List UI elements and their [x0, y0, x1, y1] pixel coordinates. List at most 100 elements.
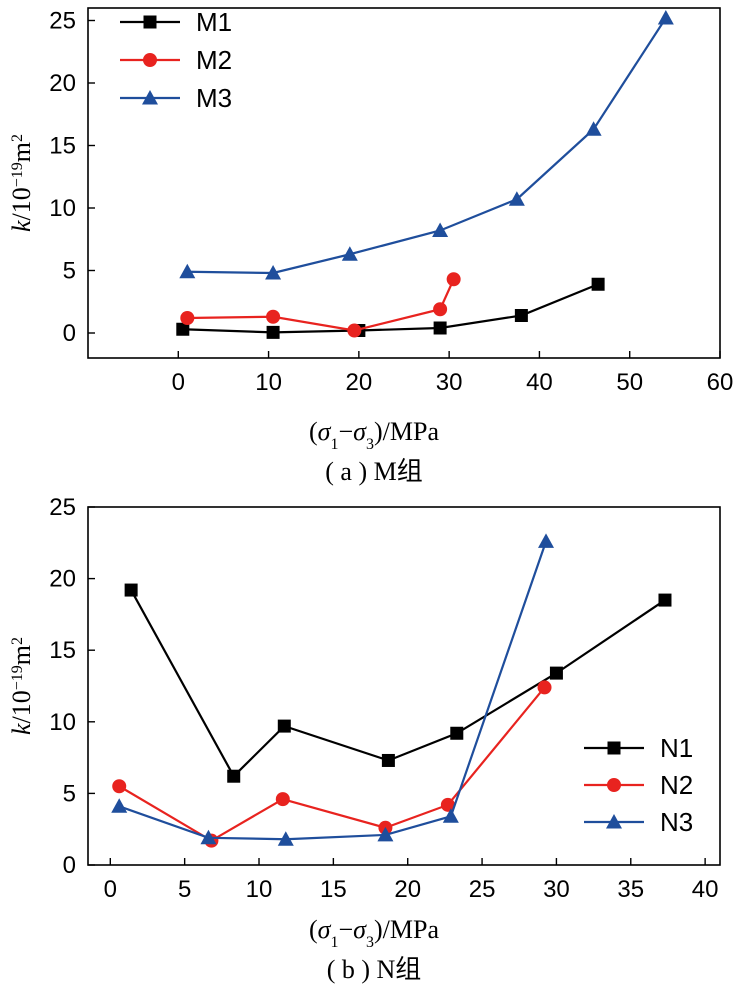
- data-point-n3: [377, 826, 394, 842]
- x-tick-label: 25: [469, 876, 496, 903]
- chart-n-group: 0 5 10 15 20 25 30 35 40 0 5 10 15 20 25 (σ1−σ3)/MPa k/1…: [7, 494, 721, 984]
- plot-frame: [87, 7, 721, 359]
- data-point-n2: [537, 680, 552, 695]
- x-tick-label: 20: [346, 369, 373, 396]
- data-point-m1: [514, 309, 528, 322]
- data-point-m3: [341, 246, 358, 261]
- data-point-n3: [538, 533, 555, 548]
- chart-m-group: 0 10 20 30 40 50 60 0 5 10 15 20 25 (σ1−σ3)/MPa k/10−1…: [7, 7, 733, 486]
- legend-label: M3: [196, 83, 232, 113]
- x-tick-label: 30: [543, 876, 570, 903]
- data-point-n2: [112, 779, 127, 794]
- x-axis-label: (σ1−σ3)/MPa: [309, 417, 439, 453]
- legend-marker: [143, 53, 157, 67]
- plot-frame: [87, 506, 721, 866]
- legend-marker: [143, 15, 157, 29]
- x-tick-label: 30: [436, 369, 463, 396]
- x-tick-label: 40: [526, 369, 553, 396]
- series-m3: [179, 10, 674, 280]
- data-point-m3: [265, 265, 282, 280]
- x-tick-label: 10: [246, 876, 273, 903]
- series-n3: [111, 533, 555, 846]
- data-point-m3: [432, 222, 449, 237]
- data-point-m3: [508, 191, 525, 206]
- data-point-m1: [433, 321, 447, 335]
- legend-marker: [607, 741, 621, 755]
- legend-label: N2: [660, 770, 693, 800]
- x-tick-label: 60: [707, 369, 734, 396]
- chart-caption: ( a ) M组: [325, 457, 422, 486]
- series-line-n2: [118, 686, 546, 842]
- data-point-n2: [440, 797, 455, 812]
- data-point-m1: [591, 277, 605, 291]
- legend-label: N1: [660, 733, 693, 763]
- chart-caption: ( b ) N组: [327, 955, 422, 984]
- y-tick-label: 25: [49, 8, 76, 35]
- data-point-m3: [657, 10, 674, 25]
- y-axis-label: k/10−19m2: [7, 134, 36, 232]
- data-point-m2: [180, 311, 195, 325]
- y-axis-label: k/10−19m2: [7, 637, 36, 735]
- y-tick-label: 25: [49, 494, 76, 521]
- legend-marker: [142, 90, 158, 105]
- data-point-n3: [442, 808, 459, 823]
- y-tick-label: 20: [49, 566, 76, 593]
- x-axis-label: (σ1−σ3)/MPa: [309, 915, 439, 951]
- data-point-m2: [433, 302, 448, 317]
- data-point-n3: [277, 831, 294, 846]
- legend-label: N3: [660, 807, 693, 837]
- data-point-m2: [446, 272, 461, 287]
- series-n2: [112, 680, 552, 848]
- series-n1: [124, 583, 672, 783]
- series-line-m2: [187, 278, 455, 332]
- data-point-n3: [200, 829, 217, 845]
- data-point-m1: [266, 325, 280, 339]
- legend-entry-n1: N1: [584, 733, 693, 763]
- y-tick-label: 20: [49, 70, 76, 97]
- data-point-m3: [179, 263, 196, 279]
- legend-label: M2: [196, 45, 232, 75]
- data-point-n1: [450, 726, 464, 740]
- data-point-n1: [549, 666, 563, 680]
- x-tick-label: 20: [394, 876, 421, 903]
- series-line-m1: [182, 283, 599, 334]
- series-m1: [176, 277, 605, 339]
- y-tick-label: 5: [63, 258, 76, 285]
- x-tick-label: 0: [172, 369, 185, 396]
- series-line-m3: [187, 17, 667, 275]
- y-tick-label: 10: [49, 709, 76, 736]
- x-tick-label: 5: [178, 876, 191, 903]
- data-point-m2: [347, 323, 362, 338]
- data-point-m1: [176, 322, 190, 336]
- y-tick-label: 0: [63, 320, 76, 347]
- y-tick-label: 15: [49, 133, 76, 160]
- y-tick-label: 0: [63, 852, 76, 879]
- data-point-n1: [381, 753, 395, 767]
- legend-entry-n3: N3: [584, 807, 693, 837]
- x-tick-label: 50: [616, 369, 643, 396]
- x-tick-label: 35: [617, 876, 644, 903]
- y-tick-label: 5: [63, 780, 76, 807]
- legend-entry-n2: N2: [584, 770, 693, 800]
- legend-marker: [607, 778, 621, 792]
- series-line-n3: [118, 541, 548, 841]
- y-tick-label: 10: [49, 195, 76, 222]
- legend-entry-m2: M2: [120, 45, 232, 75]
- data-point-n1: [227, 769, 241, 783]
- legend-entry-m3: M3: [120, 83, 232, 113]
- data-point-n3: [111, 798, 128, 813]
- data-point-m3: [585, 121, 602, 136]
- legend-marker: [606, 814, 622, 829]
- data-point-n1: [277, 719, 291, 733]
- legend-entry-m1: M1: [120, 7, 232, 37]
- series-m2: [180, 272, 461, 338]
- x-tick-label: 10: [255, 369, 282, 396]
- data-point-n2: [275, 792, 290, 807]
- legend-label: M1: [196, 7, 232, 37]
- y-tick-label: 15: [49, 637, 76, 664]
- x-tick-label: 0: [104, 876, 117, 903]
- x-tick-label: 40: [692, 876, 719, 903]
- data-point-m2: [266, 309, 281, 324]
- x-tick-label: 15: [320, 876, 347, 903]
